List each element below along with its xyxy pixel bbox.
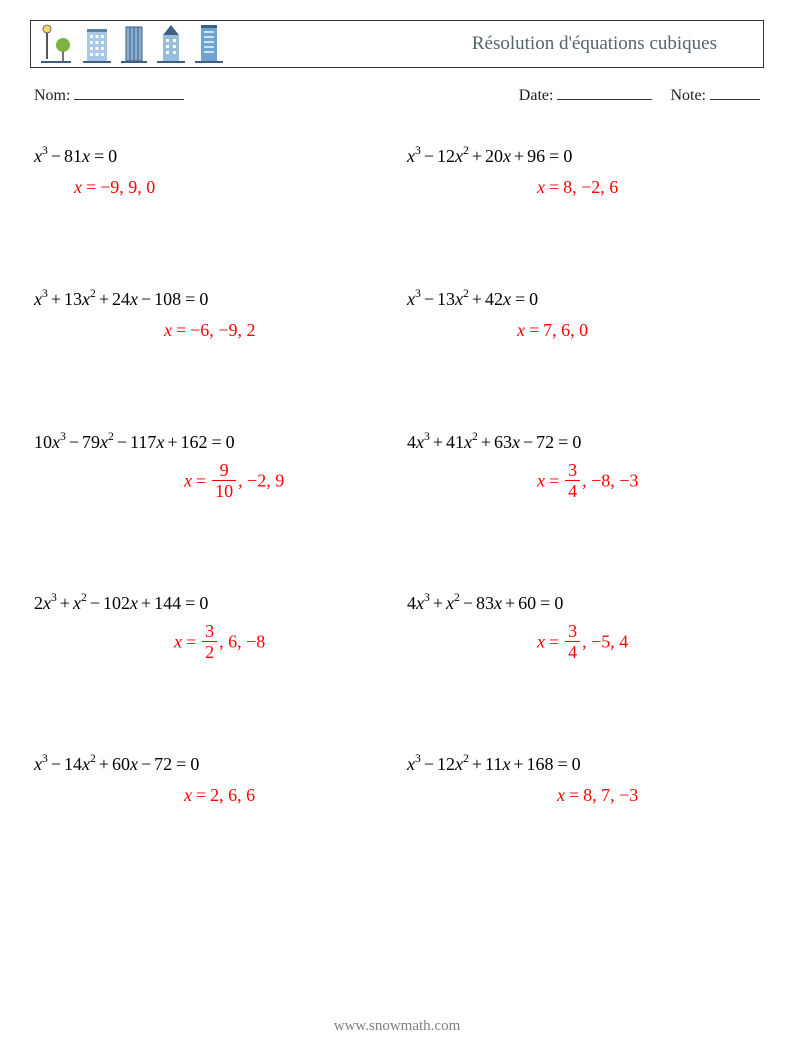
equation: x3−13x2+42x=0 [407, 288, 760, 310]
date-field: Date: [519, 86, 653, 105]
equation: x3+13x2+24x−108=0 [34, 288, 387, 310]
problem-3: x3+13x2+24x−108=0 x=−6, −9, 2 [34, 288, 387, 341]
answer: x=8, −2, 6 [407, 177, 760, 198]
worksheet-title: Résolution d'équations cubiques [472, 33, 745, 55]
problem-2: x3−12x2+20x+96=0 x=8, −2, 6 [407, 145, 760, 198]
info-row: Nom: Date: Note: [34, 86, 760, 105]
problem-8: 4x3+x2−83x+60=0 x=34, −5, 4 [407, 592, 760, 663]
equation: x3−81x=0 [34, 145, 387, 167]
problem-1: x3−81x=0 x=−9, 9, 0 [34, 145, 387, 198]
note-blank [710, 86, 760, 100]
lamp-tree-icon [39, 23, 73, 63]
answer: x=8, 7, −3 [407, 785, 760, 806]
answer: x=−9, 9, 0 [34, 177, 387, 198]
answer: x=7, 6, 0 [407, 320, 760, 341]
answer: x=−6, −9, 2 [34, 320, 387, 341]
header-box: Résolution d'équations cubiques [30, 20, 764, 68]
date-blank [557, 86, 652, 100]
equation: 10x3−79x2−117x+162=0 [34, 431, 387, 453]
name-field: Nom: [34, 86, 184, 105]
problem-10: x3−12x2+11x+168=0 x=8, 7, −3 [407, 753, 760, 806]
name-label: Nom: [34, 87, 70, 104]
answer: x=2, 6, 6 [34, 785, 387, 806]
problem-7: 2x3+x2−102x+144=0 x=32, 6, −8 [34, 592, 387, 663]
problem-6: 4x3+41x2+63x−72=0 x=34, −8, −3 [407, 431, 760, 502]
note-label: Note: [670, 87, 706, 104]
equation: 4x3+x2−83x+60=0 [407, 592, 760, 614]
building3-icon [157, 23, 185, 63]
date-label: Date: [519, 87, 554, 104]
equation: 2x3+x2−102x+144=0 [34, 592, 387, 614]
name-blank [74, 86, 184, 100]
answer: x=910, −2, 9 [34, 463, 387, 502]
building1-icon [83, 23, 111, 63]
building4-icon [195, 23, 223, 63]
problems-grid: x3−81x=0 x=−9, 9, 0 x3−12x2+20x+96=0 x=8, −… [30, 145, 764, 806]
answer: x=32, 6, −8 [34, 624, 387, 663]
answer: x=34, −8, −3 [407, 463, 760, 502]
equation: x3−14x2+60x−72=0 [34, 753, 387, 775]
header-icons [39, 21, 223, 67]
answer: x=34, −5, 4 [407, 624, 760, 663]
problem-4: x3−13x2+42x=0 x=7, 6, 0 [407, 288, 760, 341]
building2-icon [121, 23, 147, 63]
note-field: Note: [670, 86, 760, 105]
equation: x3−12x2+20x+96=0 [407, 145, 760, 167]
equation: 4x3+41x2+63x−72=0 [407, 431, 760, 453]
footer-text: www.snowmath.com [0, 1018, 794, 1035]
equation: x3−12x2+11x+168=0 [407, 753, 760, 775]
problem-9: x3−14x2+60x−72=0 x=2, 6, 6 [34, 753, 387, 806]
problem-5: 10x3−79x2−117x+162=0 x=910, −2, 9 [34, 431, 387, 502]
